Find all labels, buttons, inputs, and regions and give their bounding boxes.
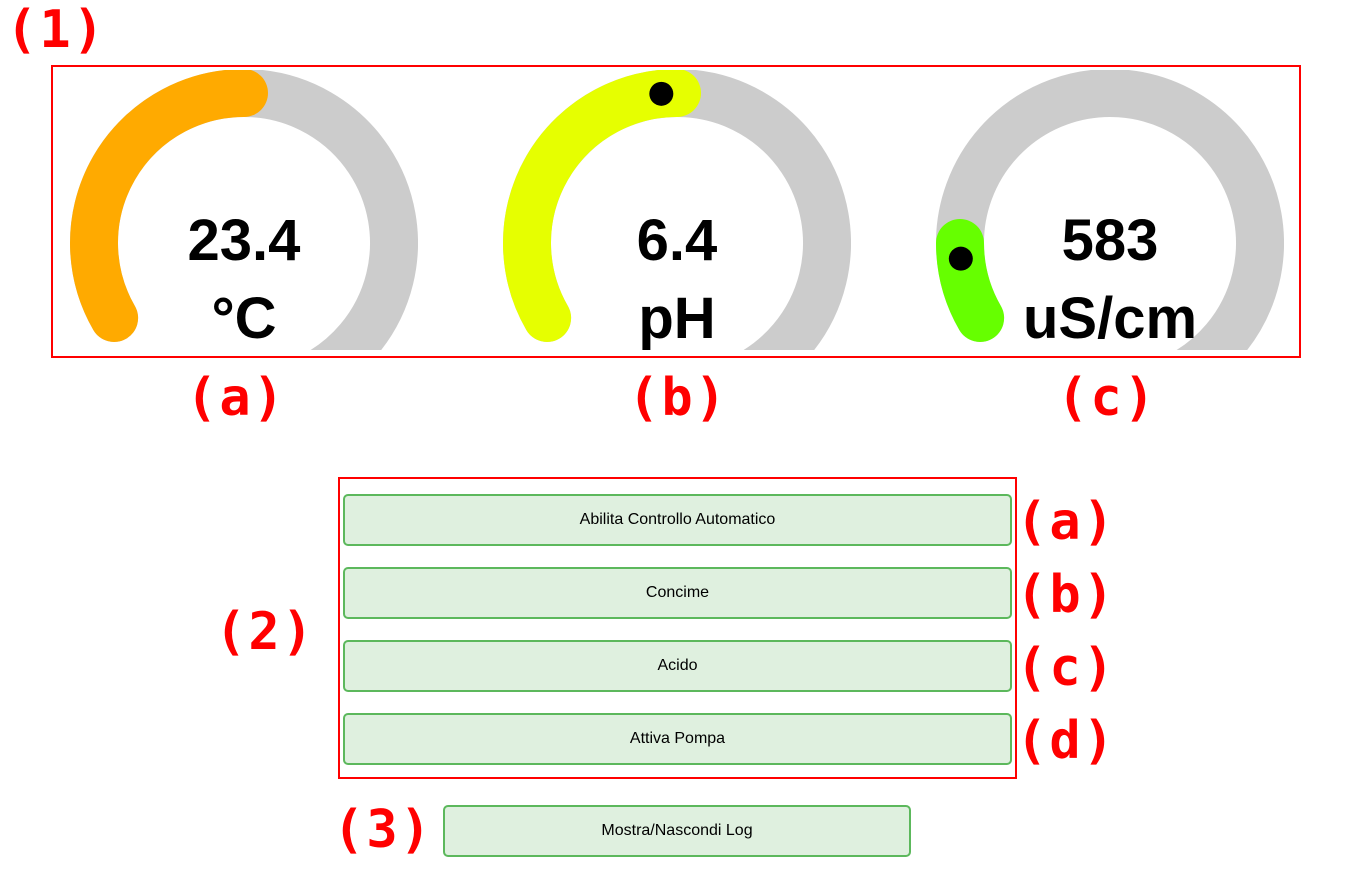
annotation-button-c: (c) — [1016, 638, 1116, 698]
gauge-fill — [503, 70, 701, 342]
auto-control-button[interactable]: Abilita Controllo Automatico — [343, 494, 1012, 546]
gauge-ph: 6.4 pH — [503, 70, 851, 350]
gauge-temperature-value: 23.4 — [187, 208, 301, 273]
gauges-panel-outline — [51, 65, 1301, 358]
annotation-gauge-b: (b) — [628, 368, 728, 428]
gauge-temperature-unit: °C — [211, 286, 277, 351]
gauge-temperature-arc — [70, 70, 418, 350]
annotation-button-b: (b) — [1016, 565, 1116, 625]
gauge-conductivity-unit: uS/cm — [1022, 286, 1198, 351]
activate-pump-button[interactable]: Attiva Pompa — [343, 713, 1012, 765]
annotation-section-1: (1) — [6, 0, 106, 60]
annotation-gauge-c: (c) — [1057, 368, 1157, 428]
gauge-ph-unit: pH — [638, 286, 716, 351]
controls-panel-outline — [338, 477, 1017, 779]
gauge-marker — [649, 81, 674, 106]
fertilizer-button[interactable]: Concime — [343, 567, 1012, 619]
toggle-log-button[interactable]: Mostra/Nascondi Log — [443, 805, 911, 857]
gauge-ph-value: 6.4 — [636, 208, 718, 273]
annotation-section-2: (2) — [215, 602, 315, 662]
annotation-button-a: (a) — [1016, 492, 1116, 552]
gauge-conductivity: 583 uS/cm — [936, 70, 1284, 350]
gauge-temperature: 23.4 °C — [70, 70, 418, 350]
gauge-ph-arc — [503, 70, 851, 350]
annotation-button-d: (d) — [1016, 711, 1116, 771]
gauge-fill — [70, 70, 268, 342]
gauge-conductivity-arc — [936, 70, 1284, 350]
gauge-marker — [948, 246, 973, 271]
gauge-track — [936, 70, 1284, 350]
annotation-section-3: (3) — [333, 800, 433, 860]
acid-button[interactable]: Acido — [343, 640, 1012, 692]
annotation-gauge-a: (a) — [186, 368, 286, 428]
gauge-conductivity-value: 583 — [1061, 208, 1159, 273]
